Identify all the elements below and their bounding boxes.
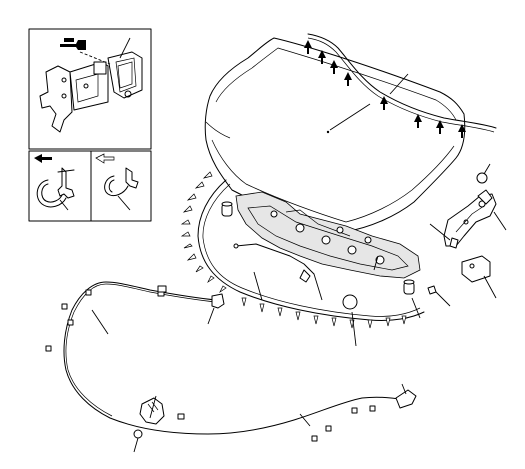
- outline-arrow-icon: [95, 153, 115, 164]
- rod-holder-clip: [299, 269, 311, 283]
- hood-lock-clip: [427, 285, 451, 307]
- clip-detail-inset: [28, 150, 152, 222]
- hood-cushion-left: [221, 201, 233, 217]
- insulator-retainer: [295, 223, 305, 233]
- hood-panel: [204, 37, 466, 245]
- hinge-bracket: [39, 37, 143, 133]
- hood-insulator: [235, 191, 421, 279]
- hinge-bolt: [476, 172, 488, 184]
- lever-bolt: [133, 429, 143, 439]
- hood-emblem-seal: [342, 294, 358, 347]
- clip-icon-installed: [104, 167, 139, 211]
- hood-rear-weatherstrip: [304, 33, 497, 138]
- hood-front-seal: [180, 171, 425, 329]
- hood-release-cable: [45, 281, 405, 442]
- inset-frame: [28, 28, 152, 150]
- hinge-cover: [461, 255, 491, 283]
- hood-release-lever: [133, 395, 165, 453]
- outline-arrow-icon-group: [180, 171, 407, 329]
- cable-grommet: [157, 285, 167, 293]
- solid-arrow-icon-group-top: [304, 40, 466, 138]
- hood-hinge-right: [429, 163, 507, 299]
- inset-frame-2: [28, 150, 152, 222]
- clip-icon: [36, 167, 75, 211]
- hood-cushion-right: [403, 279, 421, 319]
- hood-latch: [207, 293, 225, 325]
- hood-support-rod: [233, 243, 323, 301]
- hinge-detail-inset: [28, 28, 152, 150]
- solid-arrow-icon: [34, 154, 52, 163]
- wrench-icon: [60, 38, 86, 50]
- cable-end-connector: [395, 383, 417, 409]
